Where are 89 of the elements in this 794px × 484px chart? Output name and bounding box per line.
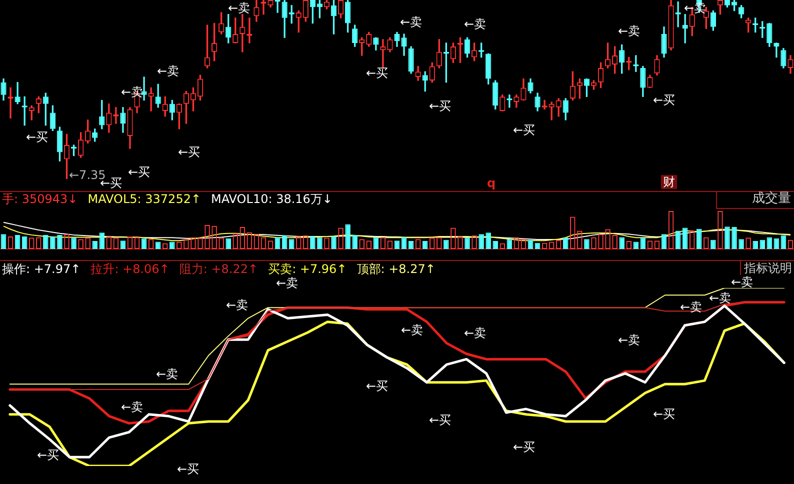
text: 买卖: +7.96↑	[268, 262, 347, 276]
annotation: ←卖	[401, 323, 424, 337]
bar	[317, 237, 322, 249]
candlestick	[774, 42, 780, 58]
bar	[226, 238, 231, 249]
text: 手: 350943↓	[2, 192, 78, 206]
bar	[71, 238, 76, 249]
bar	[661, 234, 667, 249]
annotation: ←卖	[226, 298, 248, 312]
bar	[675, 230, 681, 249]
bar	[563, 238, 568, 249]
bar	[373, 237, 379, 249]
annotation: ←买	[513, 440, 536, 454]
bar	[274, 237, 280, 249]
annotation: ←卖	[618, 333, 640, 347]
text: 成交量	[716, 191, 794, 209]
annotation: ←买	[429, 99, 452, 113]
annotation: ←7.35	[69, 168, 106, 182]
bar	[640, 238, 646, 249]
text: 拉升: +8.06↑	[90, 262, 170, 276]
bar	[288, 239, 294, 249]
annotation: ←买	[429, 413, 452, 427]
bar	[99, 232, 105, 249]
bar	[141, 238, 147, 249]
bar	[310, 236, 316, 249]
text: MAVOL5: 337252↑	[88, 192, 202, 206]
candlestick	[148, 87, 154, 112]
text: 阻力: +8.22↑	[179, 262, 258, 276]
bar	[444, 240, 449, 249]
annotation: ←买	[128, 165, 150, 179]
text: MAVOL10: 38.16万↓	[211, 192, 332, 206]
annotation: ←卖	[121, 400, 144, 414]
bar	[780, 235, 786, 249]
annotation: ←买	[178, 145, 200, 159]
bar	[528, 240, 534, 249]
bar	[766, 237, 772, 249]
bar	[738, 239, 744, 249]
bar	[732, 226, 737, 249]
bar	[682, 228, 688, 249]
annotation: ←买	[37, 448, 60, 462]
bar	[331, 236, 336, 249]
bar	[43, 234, 48, 249]
bar	[478, 234, 484, 249]
bar	[14, 234, 20, 249]
bar	[352, 234, 358, 249]
annotation: ←卖	[157, 64, 180, 78]
bar	[584, 239, 590, 249]
annotation: q	[487, 176, 496, 190]
bar	[710, 240, 716, 249]
text: 操作: +7.97↑	[2, 262, 81, 276]
bar	[724, 226, 730, 249]
bar	[760, 240, 766, 249]
bar	[774, 238, 780, 249]
bar	[696, 228, 702, 249]
candlestick	[380, 39, 386, 68]
annotation: ←买	[26, 130, 48, 144]
annotation: ←卖	[680, 300, 702, 314]
annotation: ←买	[366, 379, 388, 393]
annotation: ←卖	[121, 85, 144, 99]
annotation: ←卖	[464, 17, 486, 31]
annotation: ←买	[177, 462, 200, 476]
candlestick	[14, 82, 20, 104]
bar	[345, 224, 350, 249]
annotation: ←卖	[709, 291, 732, 305]
candlestick	[141, 76, 147, 101]
annotation: ←买	[653, 407, 676, 421]
bar	[401, 237, 407, 249]
bar	[464, 238, 470, 249]
annotation: ←买	[653, 93, 676, 107]
annotation: ←卖	[618, 24, 640, 38]
text: 顶部: +8.27↑	[356, 262, 436, 276]
bar	[282, 235, 288, 249]
annotation: 财	[661, 175, 677, 189]
bar	[0, 234, 6, 249]
annotation: ←买	[513, 123, 536, 137]
bar	[619, 237, 624, 249]
bar	[50, 236, 56, 249]
annotation: ←卖	[156, 367, 178, 381]
bar	[22, 236, 28, 249]
annotation: ←卖	[228, 1, 250, 15]
annotation: ←卖	[731, 275, 754, 289]
bar	[486, 232, 491, 249]
bar	[57, 234, 62, 249]
annotation: ←买	[366, 66, 388, 80]
bar	[506, 239, 512, 249]
annotation: ←卖	[276, 276, 298, 290]
text: 指标说明	[740, 261, 792, 275]
annotation: ←卖	[400, 15, 422, 29]
annotation: ←卖	[464, 326, 486, 340]
